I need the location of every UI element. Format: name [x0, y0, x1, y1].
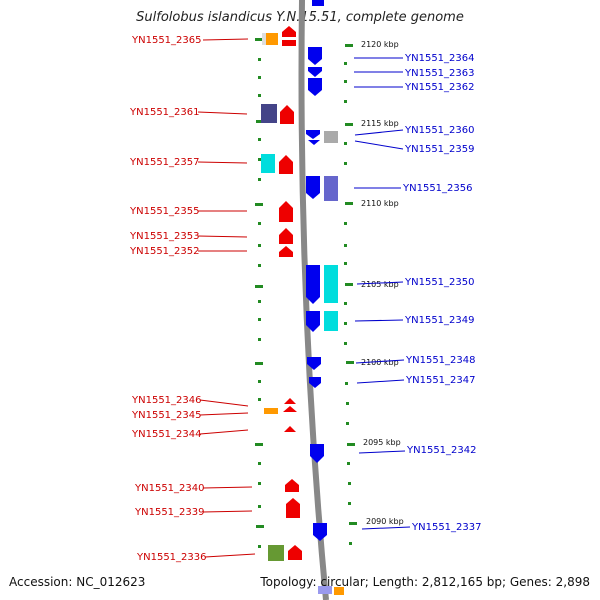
gene-2352-arrow: [279, 246, 293, 257]
right-leaders: [354, 57, 411, 530]
gene-2361-arrow: [280, 105, 294, 124]
left-gene-label[interactable]: YN1551_2357: [129, 157, 200, 168]
gene-2346-arrow: [284, 398, 296, 404]
gene-2350-arrow: [306, 265, 320, 304]
left-gene-label[interactable]: YN1551_2361: [129, 107, 200, 118]
left-gene-label[interactable]: YN1551_2352: [129, 246, 200, 257]
left-gene-label[interactable]: YN1551_2340: [134, 483, 205, 494]
gene-2349-block: [324, 311, 338, 331]
right-gene-label[interactable]: YN1551_2360: [404, 125, 475, 136]
gene-2340-arrow: [285, 479, 299, 492]
gene-2364-arrow: [308, 47, 322, 65]
left-gene-label[interactable]: YN1551_2353: [129, 231, 200, 242]
gene-2365-arrow: [282, 26, 296, 46]
gene-2359-arrow: [308, 140, 320, 145]
gene-2365-block: [264, 33, 278, 45]
gene-2355-arrow: [279, 201, 293, 222]
left-gene-label[interactable]: YN1551_2346: [131, 395, 202, 406]
right-gene-label[interactable]: YN1551_2349: [404, 315, 475, 326]
gene-2348-arrow: [307, 357, 321, 370]
gene-2353-arrow: [279, 228, 293, 244]
right-gene-label[interactable]: YN1551_2347: [405, 375, 476, 386]
gene-2356-block: [324, 176, 338, 201]
accession-text: Accession: NC_012623: [9, 575, 146, 589]
gene-2360-block: [324, 131, 338, 143]
gene-2345-arrow: [283, 406, 297, 412]
gene-2336-arrow: [288, 545, 302, 560]
forward-genes: [261, 26, 302, 561]
scale-label-2110: 2110 kbp: [361, 199, 399, 208]
gene-2337-arrow: [313, 523, 327, 541]
right-gene-label[interactable]: YN1551_2350: [404, 277, 475, 288]
left-gene-label[interactable]: YN1551_2355: [129, 206, 200, 217]
genome-summary-text: Topology: circular; Length: 2,812,165 bp…: [260, 575, 590, 589]
left-leaders: [197, 38, 256, 558]
right-gene-label[interactable]: YN1551_2362: [404, 82, 475, 93]
left-gene-label[interactable]: YN1551_2345: [131, 410, 202, 421]
genome-backbone: [298, 0, 329, 600]
scale-label-2090: 2090 kbp: [366, 517, 404, 526]
gene-2336-block: [268, 545, 284, 561]
right-gene-label[interactable]: YN1551_2359: [404, 144, 475, 155]
gene-2360-arrow: [306, 130, 320, 139]
left-gene-label[interactable]: YN1551_2365: [131, 35, 202, 46]
gene-2357-arrow: [279, 155, 293, 174]
gene-2349-arrow: [306, 311, 320, 332]
gene-2361-block: [261, 104, 277, 123]
gene-2357-block: [261, 154, 275, 173]
gene-2344-arrow: [284, 426, 296, 432]
gene-2339-arrow: [286, 498, 300, 518]
right-gene-label[interactable]: YN1551_2364: [404, 53, 475, 64]
scale-label-2115: 2115 kbp: [361, 119, 399, 128]
gene-2347-arrow: [309, 377, 321, 388]
gene-2363-arrow: [308, 67, 322, 77]
scale-label-2105: 2105 kbp: [361, 280, 399, 289]
gene-2342-arrow: [310, 444, 324, 463]
reverse-genes: [306, 0, 344, 595]
left-tick-column: [255, 38, 264, 548]
gene-2362-arrow: [308, 78, 322, 96]
gene-2350-block: [324, 265, 338, 303]
right-tick-column: [344, 44, 357, 545]
right-gene-label[interactable]: YN1551_2356: [402, 183, 473, 194]
gene-2345-block: [264, 408, 278, 414]
scale-label-2120: 2120 kbp: [361, 40, 399, 49]
left-gene-label[interactable]: YN1551_2339: [134, 507, 205, 518]
scale-label-2100: 2100 kbp: [361, 358, 399, 367]
gene-2356-arrow: [306, 176, 320, 199]
left-gene-label[interactable]: YN1551_2344: [131, 429, 202, 440]
left-gene-label[interactable]: YN1551_2336: [136, 552, 207, 563]
right-gene-label[interactable]: YN1551_2342: [406, 445, 477, 456]
right-gene-label[interactable]: YN1551_2348: [405, 355, 476, 366]
right-gene-label[interactable]: YN1551_2363: [404, 68, 475, 79]
right-gene-label[interactable]: YN1551_2337: [411, 522, 482, 533]
scale-label-2095: 2095 kbp: [363, 438, 401, 447]
